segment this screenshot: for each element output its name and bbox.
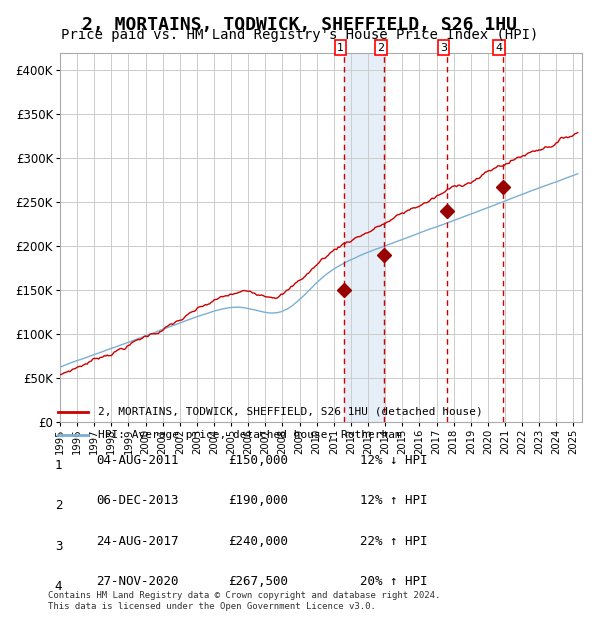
Text: 2: 2 <box>377 43 385 53</box>
Text: 22% ↑ HPI: 22% ↑ HPI <box>360 535 427 547</box>
Text: 06-DEC-2013: 06-DEC-2013 <box>96 495 179 507</box>
Text: 1: 1 <box>337 43 344 53</box>
Bar <box>344 53 384 422</box>
Text: Contains HM Land Registry data © Crown copyright and database right 2024.
This d: Contains HM Land Registry data © Crown c… <box>48 591 440 611</box>
Text: 1: 1 <box>55 459 62 472</box>
Text: 27-NOV-2020: 27-NOV-2020 <box>96 575 179 588</box>
Text: 3: 3 <box>55 540 62 553</box>
Text: Price paid vs. HM Land Registry's House Price Index (HPI): Price paid vs. HM Land Registry's House … <box>61 28 539 42</box>
Text: 4: 4 <box>55 580 62 593</box>
Text: £190,000: £190,000 <box>228 495 288 507</box>
Text: HPI: Average price, detached house, Rotherham: HPI: Average price, detached house, Roth… <box>98 430 402 440</box>
Text: 24-AUG-2017: 24-AUG-2017 <box>96 535 179 547</box>
Text: 2: 2 <box>55 500 62 513</box>
Text: 04-AUG-2011: 04-AUG-2011 <box>96 454 179 467</box>
Text: £150,000: £150,000 <box>228 454 288 467</box>
Text: 12% ↑ HPI: 12% ↑ HPI <box>360 495 427 507</box>
Text: 12% ↓ HPI: 12% ↓ HPI <box>360 454 427 467</box>
Text: £240,000: £240,000 <box>228 535 288 547</box>
Text: 4: 4 <box>496 43 503 53</box>
Text: 2, MORTAINS, TODWICK, SHEFFIELD, S26 1HU (detached house): 2, MORTAINS, TODWICK, SHEFFIELD, S26 1HU… <box>98 407 483 417</box>
Text: 20% ↑ HPI: 20% ↑ HPI <box>360 575 427 588</box>
Text: 3: 3 <box>440 43 447 53</box>
Text: £267,500: £267,500 <box>228 575 288 588</box>
Text: 2, MORTAINS, TODWICK, SHEFFIELD, S26 1HU: 2, MORTAINS, TODWICK, SHEFFIELD, S26 1HU <box>83 16 517 33</box>
